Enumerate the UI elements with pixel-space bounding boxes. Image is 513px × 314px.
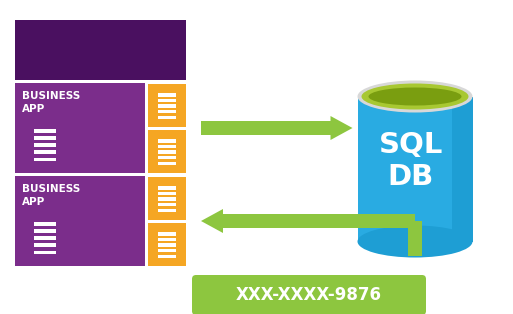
FancyBboxPatch shape [358,96,472,241]
FancyBboxPatch shape [158,203,176,206]
FancyBboxPatch shape [164,93,170,97]
FancyBboxPatch shape [148,84,186,127]
FancyBboxPatch shape [158,186,176,190]
FancyBboxPatch shape [158,255,176,258]
FancyBboxPatch shape [34,158,56,161]
FancyBboxPatch shape [34,143,56,147]
FancyBboxPatch shape [158,110,176,113]
FancyBboxPatch shape [452,96,472,241]
FancyBboxPatch shape [42,129,48,133]
FancyBboxPatch shape [158,249,176,252]
FancyBboxPatch shape [158,161,176,165]
FancyBboxPatch shape [34,251,56,254]
FancyBboxPatch shape [158,99,176,102]
FancyBboxPatch shape [34,236,56,240]
Text: SQL
DB: SQL DB [379,131,443,191]
FancyBboxPatch shape [34,229,56,233]
FancyBboxPatch shape [158,192,176,195]
Text: BUSINESS
APP: BUSINESS APP [22,184,80,207]
FancyBboxPatch shape [158,116,176,119]
FancyBboxPatch shape [158,139,176,143]
FancyBboxPatch shape [34,150,56,154]
FancyBboxPatch shape [158,93,176,96]
FancyBboxPatch shape [192,275,426,314]
FancyBboxPatch shape [158,238,176,241]
Ellipse shape [368,88,462,106]
FancyBboxPatch shape [158,243,176,247]
FancyBboxPatch shape [164,232,170,236]
FancyBboxPatch shape [34,243,56,247]
FancyBboxPatch shape [148,223,186,266]
FancyBboxPatch shape [148,130,186,173]
FancyBboxPatch shape [158,197,176,201]
Text: XXX-XXXX-9876: XXX-XXXX-9876 [236,286,382,304]
FancyBboxPatch shape [34,129,56,133]
FancyBboxPatch shape [148,177,186,220]
FancyBboxPatch shape [15,176,145,266]
FancyBboxPatch shape [34,222,56,225]
FancyBboxPatch shape [34,136,56,140]
FancyBboxPatch shape [15,83,145,173]
FancyBboxPatch shape [164,139,170,143]
FancyBboxPatch shape [42,222,48,226]
FancyArrow shape [201,209,415,233]
FancyBboxPatch shape [164,186,170,190]
Ellipse shape [358,225,472,257]
Ellipse shape [362,84,468,110]
FancyBboxPatch shape [158,208,176,212]
FancyBboxPatch shape [158,232,176,236]
Ellipse shape [358,80,472,112]
Text: BUSINESS
APP: BUSINESS APP [22,91,80,114]
FancyArrow shape [201,116,352,140]
FancyBboxPatch shape [158,150,176,154]
FancyBboxPatch shape [158,156,176,160]
FancyBboxPatch shape [158,145,176,148]
FancyBboxPatch shape [408,221,422,256]
FancyBboxPatch shape [15,20,186,80]
FancyBboxPatch shape [158,104,176,108]
